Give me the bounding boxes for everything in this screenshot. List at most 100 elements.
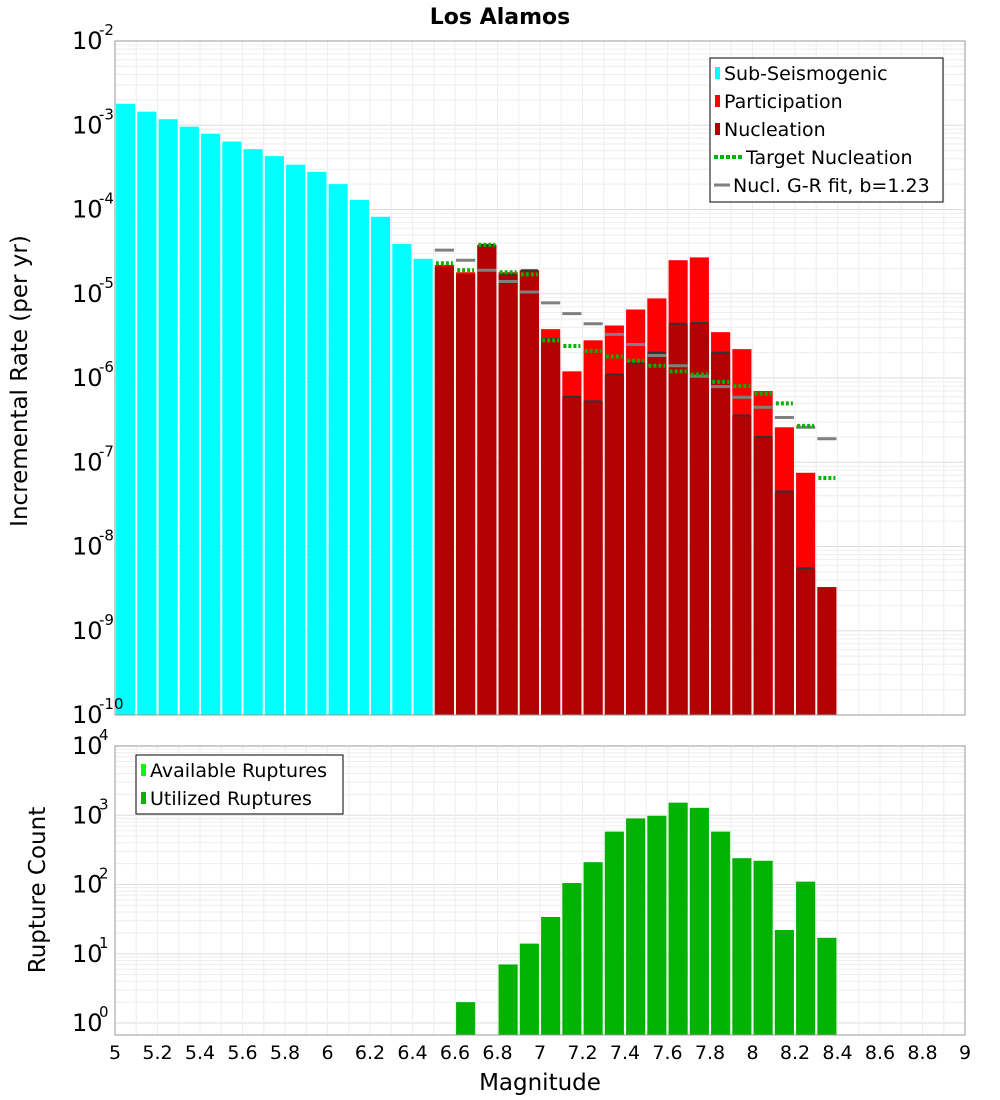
bar-utilized-ruptures [796,881,816,1035]
bar-utilized-ruptures [626,818,646,1035]
chart-title: Los Alamos [430,5,570,30]
bar-nucleation [456,274,476,715]
y-tick-exponent: -5 [99,274,114,292]
bar-sub-seismogenic [222,141,242,715]
bar-utilized-ruptures [647,815,667,1035]
bottom-plot-bars [456,802,837,1035]
y-tick-exponent: 2 [99,865,109,883]
bar-sub-seismogenic [116,103,136,716]
legend-swatch-utilized [141,792,146,804]
top-plot-frame [114,40,966,716]
y-tick-label: 10 [72,280,103,308]
legend-label-nucleation: Nucleation [724,119,826,141]
bar-sub-seismogenic [158,119,178,715]
y-tick-label: 10 [72,732,103,760]
bar-utilized-ruptures [562,883,582,1035]
y-tick-exponent: -8 [99,527,114,545]
top-plot-target-marks [434,242,837,570]
bottom-plot-legend: Available Ruptures Utilized Ruptures [135,754,344,815]
bar-utilized-ruptures [519,943,539,1035]
bar-sub-seismogenic [307,171,327,716]
y-tick-exponent: -10 [99,695,124,713]
legend-label-gr-fit: Nucl. G-R fit, b=1.23 [733,175,930,197]
bottom-plot-x-ticks: 5 5.2 5.4 5.6 5.8 6 6.2 6.4 6.6 6.8 7 7.2 7.4 7.6 7.8 8… [109,1042,971,1064]
x-axis-label: Magnitude [479,1070,601,1096]
x-tick-label: 8.2 [780,1042,810,1064]
bar-nucleation [647,352,667,715]
y-tick-exponent: -3 [99,105,114,123]
y-tick-exponent: -4 [99,190,114,208]
x-tick-label: 7.8 [695,1042,725,1064]
y-tick-label: 10 [72,617,103,645]
bar-nucleation [519,270,539,715]
bar-sub-seismogenic [201,133,221,715]
bar-nucleation [583,401,603,715]
bar-sub-seismogenic [328,184,348,715]
bar-utilized-ruptures [456,1002,476,1035]
bar-sub-seismogenic [286,164,306,715]
bar-nucleation [626,363,646,715]
x-tick-label: 7.2 [567,1042,597,1064]
x-tick-label: 6.4 [397,1042,427,1064]
bar-nucleation [562,396,582,715]
bar-nucleation [689,322,709,715]
y-tick-label: 10 [72,1009,103,1037]
y-tick-label: 10 [72,196,103,224]
y-tick-label: 10 [72,801,103,829]
legend-label-target-nucleation: Target Nucleation [745,147,913,169]
x-tick-label: 6.2 [355,1042,385,1064]
bar-nucleation [753,436,773,715]
bar-nucleation [434,266,454,715]
x-tick-label: 5.4 [185,1042,215,1064]
x-tick-label: 8.4 [822,1042,852,1064]
bar-nucleation [732,415,752,715]
bar-sub-seismogenic [371,216,391,716]
x-tick-label: 7 [534,1042,546,1064]
bar-utilized-ruptures [583,862,603,1035]
y-tick-exponent: 3 [99,795,109,813]
bar-sub-seismogenic [243,149,263,716]
x-tick-label: 8.8 [907,1042,937,1064]
y-tick-label: 10 [72,533,103,561]
y-tick-label: 10 [72,701,103,729]
y-tick-label: 10 [72,364,103,392]
legend-swatch-sub-seismogenic [715,67,720,79]
bar-utilized-ruptures [689,807,709,1035]
legend-swatch-nucleation [715,123,720,135]
x-tick-label: 8.6 [865,1042,895,1064]
bar-utilized-ruptures [753,860,773,1035]
top-plot-legend: Sub-Seismogenic Participation Nucleation… [709,57,944,203]
bar-nucleation [541,339,561,715]
bar-nucleation [498,274,518,715]
legend-label-participation: Participation [724,91,843,113]
bottom-plot-frame [114,745,966,1036]
legend-label-available: Available Ruptures [150,760,327,782]
bar-sub-seismogenic [179,126,199,715]
legend-label-utilized: Utilized Ruptures [150,788,312,810]
bar-sub-seismogenic [264,156,284,716]
bar-utilized-ruptures [604,831,624,1035]
bar-nucleation [774,491,794,715]
y-tick-label: 10 [72,940,103,968]
bar-nucleation [711,352,731,715]
x-tick-label: 5.6 [227,1042,257,1064]
bar-sub-seismogenic [392,243,412,715]
bar-utilized-ruptures [817,937,837,1035]
y-tick-exponent: 0 [99,1003,109,1021]
x-tick-label: 6.6 [440,1042,470,1064]
y-tick-exponent: 1 [99,934,109,952]
bottom-legend-box [135,754,344,815]
bar-utilized-ruptures [668,802,688,1035]
bottom-plot-y-label: Rupture Count [25,807,51,973]
bar-nucleation [796,568,816,715]
bar-nucleation [817,587,837,715]
bar-utilized-ruptures [498,964,518,1035]
x-tick-label: 7.4 [610,1042,640,1064]
y-tick-label: 10 [72,27,103,55]
bar-nucleation [668,323,688,715]
legend-label-sub-seismogenic: Sub-Seismogenic [724,63,888,85]
y-tick-exponent: -2 [99,21,114,39]
